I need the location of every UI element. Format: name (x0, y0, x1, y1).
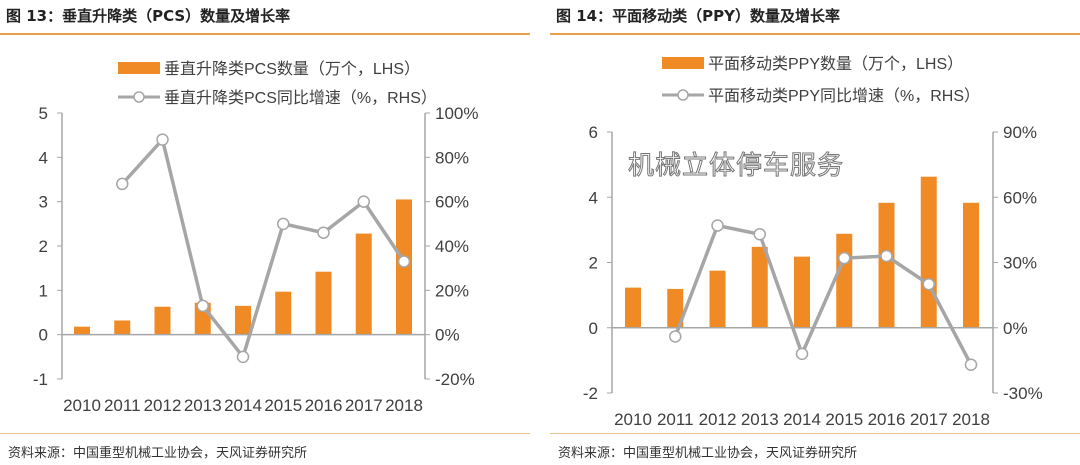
legend-label: 垂直升降类PCS同比增速（%，RHS） (164, 89, 437, 107)
chart-title: 图 14：平面移动类（PPY）数量及增长率 (556, 7, 840, 25)
right-tick-label: -30% (1003, 384, 1043, 403)
bar-2011 (114, 320, 131, 335)
right-tick-label: 90% (1003, 123, 1037, 142)
x-tick-label: 2014 (783, 410, 821, 429)
x-tick-label: 2016 (305, 396, 343, 415)
left-tick-label: 3 (39, 193, 48, 212)
bar-2017 (920, 176, 937, 328)
x-tick-label: 2018 (385, 396, 423, 415)
legend-label: 平面移动类PPY数量（万个，LHS） (708, 55, 963, 73)
x-tick-label: 2013 (184, 396, 222, 415)
x-tick-label: 2013 (741, 410, 779, 429)
right-tick-label: 60% (1003, 188, 1037, 207)
chart-title: 图 13：垂直升降类（PCS）数量及增长率 (6, 7, 291, 25)
point-2012 (156, 133, 169, 146)
bar-2018 (963, 202, 979, 328)
x-tick-label: 2017 (345, 396, 383, 415)
source-note: 资料来源：中国重型机械工业协会，天风证券研究所 (558, 446, 858, 461)
right-tick-label: 30% (1003, 254, 1037, 273)
legend-bar-swatch (118, 62, 160, 74)
x-tick-label: 2010 (63, 396, 101, 415)
x-tick-label: 2012 (699, 410, 737, 429)
point-2016 (317, 226, 330, 239)
point-2018 (397, 255, 411, 268)
left-tick-label: 2 (39, 237, 48, 256)
right-tick-label: -20% (435, 370, 475, 389)
x-tick-label: 2017 (910, 410, 948, 429)
x-tick-label: 2011 (657, 410, 694, 429)
bar-2017 (355, 233, 372, 335)
left-tick-label: 0 (39, 326, 48, 345)
x-tick-label: 2015 (825, 410, 863, 429)
divider (0, 33, 530, 35)
growth-line (673, 223, 973, 366)
point-2014 (236, 350, 250, 364)
right-tick-label: 40% (435, 237, 469, 256)
right-tick-label: 0% (1003, 319, 1028, 338)
left-tick-label: -1 (33, 370, 48, 389)
growth-line (120, 135, 406, 361)
x-tick-label: 2012 (144, 396, 182, 415)
x-tick-label: 2010 (614, 410, 652, 429)
point-2015 (838, 251, 851, 265)
bar-2013 (751, 246, 768, 328)
x-tick-label: 2014 (224, 396, 262, 415)
bar-2014 (235, 305, 251, 335)
right-tick-label: 80% (435, 148, 469, 167)
left-tick-label: 2 (589, 254, 598, 273)
point-2013 (196, 299, 209, 313)
legend-marker (677, 89, 689, 101)
x-tick-label: 2016 (868, 410, 906, 429)
legend-marker (133, 91, 145, 103)
left-tick-label: 6 (589, 123, 598, 142)
left-tick-label: 5 (39, 104, 48, 123)
left-tick-label: -2 (583, 384, 598, 403)
bar-2016 (878, 202, 895, 328)
bar-2010 (625, 287, 641, 328)
point-2014 (795, 347, 809, 361)
left-tick-label: 1 (39, 281, 48, 300)
point-2018 (964, 358, 978, 371)
point-2016 (880, 249, 893, 263)
divider (550, 433, 1080, 434)
left-tick-label: 0 (589, 319, 598, 338)
chart-panel-13: 图 13：垂直升降类（PCS）数量及增长率 资料来源：中国重型机械工业协会，天风… (0, 0, 530, 465)
right-tick-label: 100% (435, 104, 478, 123)
bar-2014 (794, 256, 810, 328)
point-2012 (711, 219, 724, 232)
point-2013 (753, 227, 766, 241)
bar-2011 (667, 288, 684, 328)
legend-label: 平面移动类PPY同比增速（%，RHS） (708, 87, 980, 105)
bar-2010 (74, 326, 90, 335)
bar-2015 (275, 291, 292, 335)
chart-panel-14: 图 14：平面移动类（PPY）数量及增长率 资料来源：中国重型机械工业协会，天风… (550, 0, 1080, 465)
left-tick-label: 4 (39, 148, 48, 167)
right-tick-label: 20% (435, 281, 469, 300)
point-2017 (922, 278, 935, 291)
x-tick-label: 2018 (952, 410, 990, 429)
legend-bar-swatch (662, 57, 704, 69)
right-tick-label: 60% (435, 193, 469, 212)
point-2011 (116, 177, 129, 191)
x-tick-label: 2015 (264, 396, 302, 415)
left-tick-label: 4 (589, 188, 598, 207)
bar-2016 (315, 271, 332, 335)
divider (0, 433, 530, 434)
divider (550, 33, 1080, 35)
bar-2012 (709, 270, 726, 328)
bar-2012 (154, 306, 171, 335)
x-tick-label: 2011 (104, 396, 141, 415)
legend-label: 垂直升降类PCS数量（万个，LHS） (164, 60, 420, 78)
point-2017 (357, 195, 370, 208)
right-tick-label: 0% (435, 326, 460, 345)
source-note: 资料来源：中国重型机械工业协会，天风证券研究所 (8, 446, 308, 461)
watermark: 机械立体停车服务 (627, 151, 845, 182)
point-2015 (277, 217, 290, 231)
bar-2015 (836, 233, 853, 328)
point-2011 (669, 330, 682, 343)
